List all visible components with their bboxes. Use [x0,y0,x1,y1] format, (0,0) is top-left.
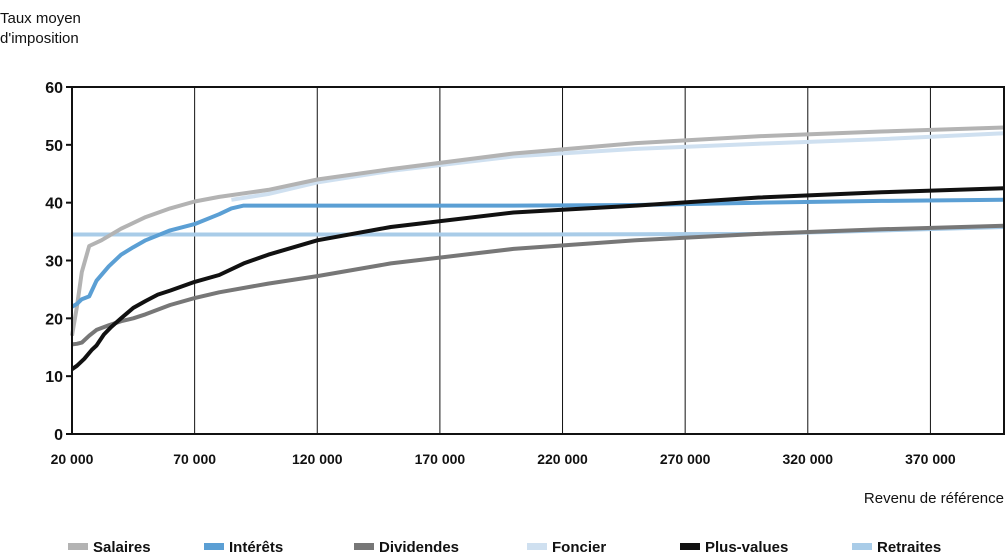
series [70,125,1005,371]
legend: Salaires Intérêts Dividendes Foncier Plus-va… [68,539,941,556]
y-tick-label-0: 0 [54,427,63,444]
legend-swatch-5 [852,543,872,550]
x-tick-label-1: 70 000 [173,451,216,467]
legend-label-2: Dividendes [379,539,459,556]
y-tick-label-6: 60 [45,80,63,97]
y-tick-label-1: 10 [45,369,63,386]
grid [194,87,931,434]
y-axis-title-line-1: Taux moyen [0,10,81,27]
legend-label-3: Foncier [552,539,606,556]
y-axis-title-line-2: d'imposition [0,30,79,47]
legend-label-5: Retraites [877,539,941,556]
legend-label-0: Salaires [93,539,151,556]
x-tick-label-0: 20 000 [51,451,94,467]
x-tick-label-7: 370 000 [905,451,956,467]
legend-swatch-4 [680,543,700,550]
legend-swatch-2 [354,543,374,550]
x-tick-label-3: 170 000 [415,451,466,467]
y-tick-label-4: 40 [45,196,63,213]
plot-frame [71,86,1005,435]
y-tick-label-5: 50 [45,138,63,155]
series-line-foncier [231,131,1005,202]
series-line-salaires [70,125,1005,337]
legend-swatch-3 [527,543,547,550]
y-tick-label-3: 30 [45,254,63,271]
legend-label-4: Plus-values [705,539,788,556]
series-line-plus-values [70,186,1005,371]
series-line-int-r-ts [70,197,1005,309]
legend-swatch-0 [68,543,88,550]
x-tick-label-2: 120 000 [292,451,343,467]
y-tick-label-2: 20 [45,311,63,328]
x-axis-title: Revenu de référence [864,490,1004,507]
x-tick-label-6: 320 000 [782,451,833,467]
x-tick-label-4: 220 000 [537,451,588,467]
legend-swatch-1 [204,543,224,550]
ticks: 0 10 20 30 40 50 60 20 000 70 000 120 000 170 000 2… [45,80,956,467]
legend-label-1: Intérêts [229,539,283,556]
series-line-dividendes [71,223,1005,347]
x-tick-label-5: 270 000 [660,451,711,467]
